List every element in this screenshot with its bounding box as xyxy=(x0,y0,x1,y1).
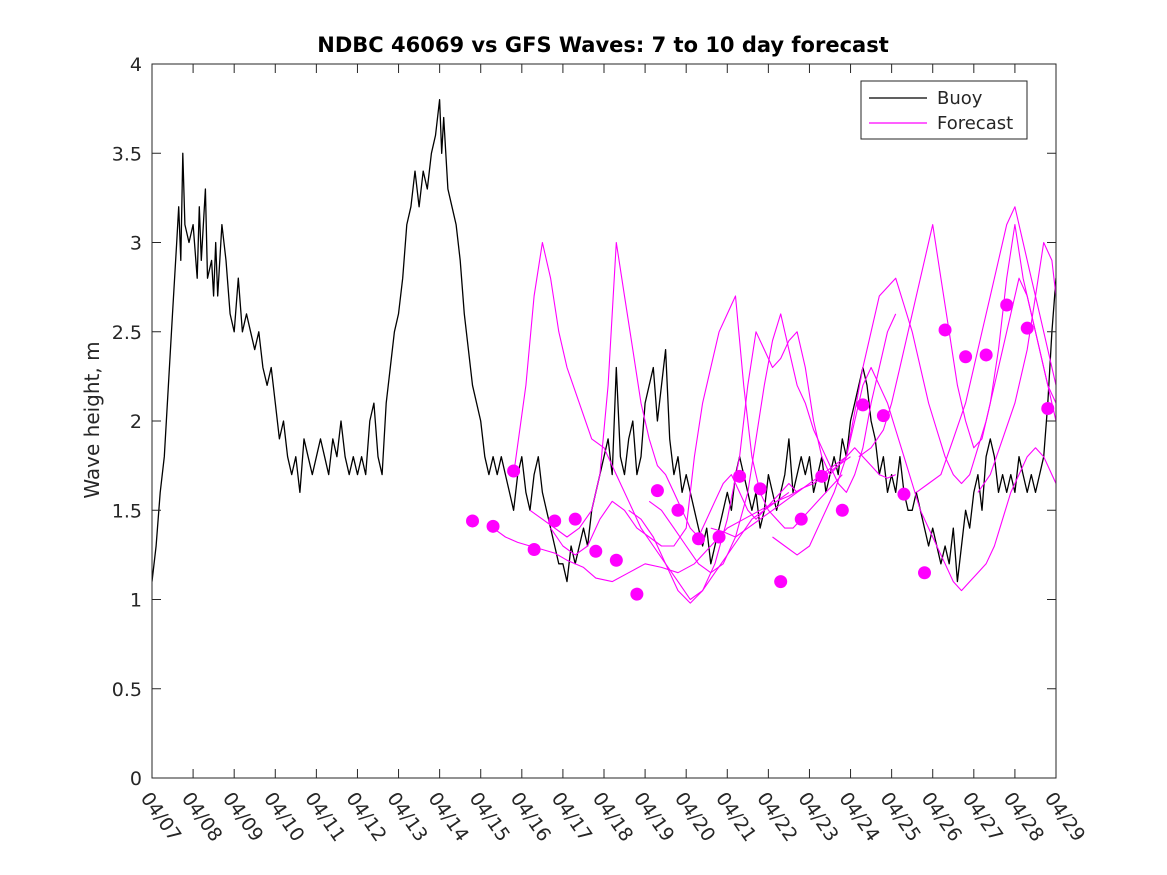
y-tick-label: 2.5 xyxy=(112,322,142,344)
x-tick-label: 04/12 xyxy=(341,788,390,845)
forecast-series-line-8 xyxy=(772,277,1056,556)
axes-box xyxy=(151,63,1057,779)
forecast-point-4 xyxy=(548,514,562,528)
y-tick-label: 0.5 xyxy=(112,679,142,701)
forecast-point-9 xyxy=(650,484,664,498)
forecast-point-27 xyxy=(1020,321,1034,335)
y-tick-label: 3 xyxy=(130,233,142,255)
legend-forecast-label: Forecast xyxy=(937,113,1013,134)
legend-box xyxy=(860,80,1028,140)
chart-title: NDBC 46069 vs GFS Waves: 7 to 10 day for… xyxy=(317,33,888,57)
forecast-point-1 xyxy=(486,519,500,533)
x-tick-label: 04/18 xyxy=(588,788,637,845)
x-tick-label: 04/26 xyxy=(917,788,966,845)
y-tick-label: 2 xyxy=(130,411,142,433)
x-tick-label: 04/28 xyxy=(999,788,1048,845)
y-tick-label: 3.5 xyxy=(112,143,142,165)
x-tick-label: 04/13 xyxy=(382,788,431,845)
forecast-point-7 xyxy=(609,553,623,567)
x-tick-label: 04/11 xyxy=(300,788,349,845)
forecast-series-line-3 xyxy=(529,241,798,538)
forecast-point-21 xyxy=(897,487,911,501)
forecast-point-2 xyxy=(507,464,521,478)
x-tick-label: 04/29 xyxy=(1040,788,1089,845)
x-tick-label: 04/19 xyxy=(629,788,678,845)
buoy-series-line xyxy=(152,99,1056,583)
x-tick-label: 04/17 xyxy=(547,788,596,845)
forecast-series-line-2 xyxy=(513,241,851,601)
y-axis: 0 0.5 1 1.5 2 2.5 3 3.5 4 xyxy=(112,54,1056,790)
forecast-point-16 xyxy=(794,512,808,526)
forecast-point-12 xyxy=(712,530,726,544)
axes-frame xyxy=(151,63,1057,779)
x-tick-label: 04/14 xyxy=(424,788,473,845)
forecast-point-22 xyxy=(918,566,932,580)
x-tick-label: 04/27 xyxy=(958,788,1007,845)
y-tick-label: 4 xyxy=(130,54,142,76)
forecast-point-10 xyxy=(671,503,685,517)
forecast-point-20 xyxy=(876,409,890,423)
forecast-point-18 xyxy=(835,503,849,517)
forecast-point-0 xyxy=(466,514,480,528)
x-tick-label: 04/09 xyxy=(218,788,267,845)
legend-buoy-label: Buoy xyxy=(937,88,983,109)
forecast-point-5 xyxy=(568,512,582,526)
x-tick-label: 04/07 xyxy=(136,788,185,845)
forecast-point-23 xyxy=(938,323,952,337)
forecast-point-11 xyxy=(692,532,706,546)
x-tick-label: 04/10 xyxy=(259,788,308,845)
forecast-point-13 xyxy=(733,469,747,483)
x-tick-label: 04/20 xyxy=(670,788,719,845)
x-tick-label: 04/25 xyxy=(876,788,925,845)
y-tick-label: 1 xyxy=(130,590,142,612)
x-tick-label: 04/16 xyxy=(506,788,555,845)
forecast-point-8 xyxy=(630,587,644,601)
y-tick-label: 1.5 xyxy=(112,500,142,522)
x-tick-label: 04/24 xyxy=(834,788,883,845)
forecast-point-24 xyxy=(959,350,973,364)
forecast-series-line-11 xyxy=(977,241,1056,493)
forecast-series-line-9 xyxy=(858,224,1056,458)
y-tick-label: 0 xyxy=(130,768,142,790)
forecast-series-line-5 xyxy=(628,331,896,604)
forecast-series-line-6 xyxy=(648,313,897,574)
x-tick-label: 04/23 xyxy=(793,788,842,845)
plot-area xyxy=(152,99,1056,604)
legend: Buoy Forecast xyxy=(860,80,1028,140)
forecast-point-26 xyxy=(1000,298,1014,312)
forecast-series-line-7 xyxy=(710,366,1056,592)
x-tick-label: 04/08 xyxy=(177,788,226,845)
forecast-point-15 xyxy=(774,575,788,589)
forecast-point-17 xyxy=(815,469,829,483)
y-axis-label: Wave height, m xyxy=(80,341,104,498)
x-tick-label: 04/22 xyxy=(752,788,801,845)
forecast-point-14 xyxy=(753,482,767,496)
x-tick-label: 04/15 xyxy=(465,788,514,845)
forecast-point-25 xyxy=(979,348,993,362)
x-tick-label: 04/21 xyxy=(711,788,760,845)
forecast-point-28 xyxy=(1041,402,1055,416)
forecast-point-6 xyxy=(589,544,603,558)
forecast-point-3 xyxy=(527,543,541,557)
forecast-series-line-10 xyxy=(915,206,1056,493)
forecast-point-19 xyxy=(856,398,870,412)
